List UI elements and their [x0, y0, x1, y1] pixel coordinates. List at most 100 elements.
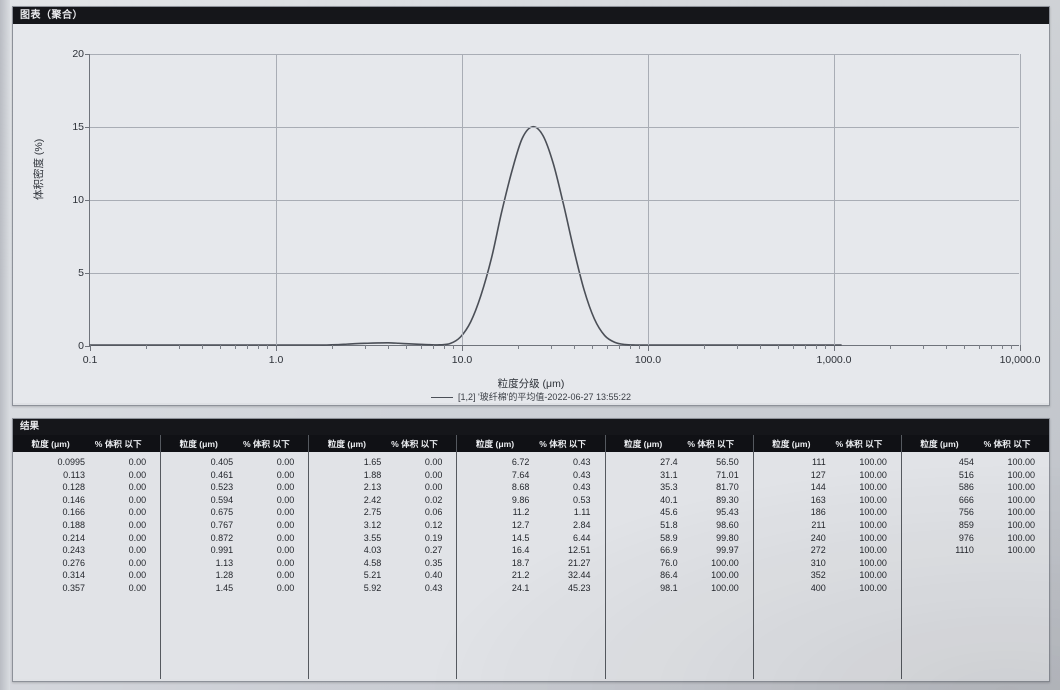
cell-percent: 0.35	[424, 557, 443, 568]
x-minor-tick	[257, 345, 259, 349]
table-row: 272 100.00	[754, 544, 901, 557]
cell-percent: 100.00	[859, 469, 887, 480]
cell-percent: 0.53	[573, 494, 591, 505]
cell-percent: 0.00	[424, 469, 443, 480]
x-major-tick	[276, 345, 277, 351]
table-row: 111 100.00	[754, 456, 901, 469]
cell-percent: 95.43	[716, 507, 739, 518]
cell-percent: 12.51	[568, 545, 591, 556]
cell-size: 666	[958, 494, 974, 505]
x-minor-tick	[703, 345, 705, 349]
table-row: 16.4 12.51	[457, 544, 604, 557]
results-column-header-group-4: 粒度 (μm) % 体积 以下	[457, 435, 606, 452]
cell-percent: 0.00	[276, 557, 295, 568]
cell-percent: 71.01	[716, 469, 739, 480]
cell-percent: 100.00	[859, 494, 887, 505]
results-column-header-group-3: 粒度 (μm) % 体积 以下	[309, 435, 458, 452]
cell-size: 8.68	[511, 482, 530, 493]
x-major-tick	[648, 345, 649, 351]
cell-size: 35.3	[660, 482, 678, 493]
cell-percent: 0.43	[573, 469, 591, 480]
cell-size: 163	[810, 494, 826, 505]
x-major-tick	[90, 345, 91, 351]
table-row: 98.1 100.00	[606, 582, 753, 595]
cell-percent: 100.00	[1007, 482, 1035, 493]
cell-percent: 0.00	[276, 494, 295, 505]
table-row: 859 100.00	[902, 519, 1049, 532]
legend-label: [1,2] '玻纤棉'的平均值-2022-06-27 13:55:22	[457, 392, 632, 402]
x-minor-tick	[629, 345, 631, 349]
x-minor-tick	[364, 345, 366, 349]
x-gridline	[834, 54, 835, 345]
cell-percent: 45.23	[568, 582, 591, 593]
x-minor-tick	[453, 345, 455, 349]
x-minor-tick	[922, 345, 924, 349]
x-tick-label: 0.1	[82, 354, 98, 366]
cell-percent: 2.84	[573, 519, 591, 530]
x-minor-tick	[267, 345, 269, 349]
cell-percent: 32.44	[568, 570, 591, 581]
cell-size: 0.113	[63, 469, 86, 480]
table-row: 5.92 0.43	[309, 582, 456, 595]
table-row: 18.7 21.27	[457, 557, 604, 570]
cell-size: 1110	[955, 545, 974, 556]
x-minor-tick	[517, 345, 519, 349]
x-minor-tick	[759, 345, 761, 349]
x-minor-tick	[573, 345, 575, 349]
cell-percent: 0.00	[276, 519, 295, 530]
results-column-header-group-1: 粒度 (μm) % 体积 以下	[13, 435, 162, 452]
column-header-size: 粒度 (μm)	[327, 438, 367, 449]
cell-percent: 100.00	[1007, 545, 1035, 556]
x-minor-tick	[978, 345, 980, 349]
cell-size: 1.13	[215, 557, 234, 568]
cell-size: 0.276	[62, 557, 86, 568]
column-header-percent: % 体积 以下	[391, 438, 438, 449]
table-row: 0.214 0.00	[13, 532, 160, 545]
results-column-header-group-6: 粒度 (μm) % 体积 以下	[754, 435, 902, 452]
cell-size: 111	[812, 457, 826, 467]
y-tick-label: 10	[72, 194, 84, 206]
column-header-percent: % 体积 以下	[687, 438, 735, 449]
table-row: 0.128 0.00	[13, 481, 160, 494]
cell-size: 5.21	[363, 570, 382, 581]
cell-size: 0.357	[62, 582, 86, 593]
cell-percent: 100.00	[859, 545, 887, 556]
table-row: 666 100.00	[902, 494, 1049, 507]
x-tick-label: 1,000.0	[816, 354, 852, 366]
table-row: 1.88 0.00	[309, 469, 456, 482]
x-minor-tick	[1001, 345, 1003, 349]
cell-size: 58.9	[660, 532, 678, 543]
cell-percent: 100.00	[859, 582, 887, 593]
table-row: 66.9 99.97	[606, 544, 753, 557]
x-tick-label: 100.0	[634, 354, 662, 366]
table-row: 9.86 0.53	[457, 494, 604, 507]
cell-size: 976	[958, 532, 974, 543]
table-row: 0.188 0.00	[13, 519, 160, 532]
table-row: 0.461 0.00	[161, 469, 308, 482]
column-header-percent: % 体积 以下	[94, 438, 142, 449]
table-row: 0.314 0.00	[13, 569, 160, 582]
table-row: 21.2 32.44	[457, 569, 604, 582]
cell-size: 0.405	[210, 457, 234, 467]
cell-percent: 0.19	[424, 532, 443, 543]
x-gridline	[462, 54, 463, 345]
cell-size: 16.4	[511, 545, 530, 556]
cell-percent: 0.00	[128, 532, 147, 543]
y-tick-label: 0	[78, 340, 84, 352]
table-row: 0.146 0.00	[13, 494, 160, 507]
x-minor-tick	[736, 345, 738, 349]
cell-size: 0.594	[210, 494, 234, 505]
cell-size: 4.58	[363, 557, 382, 568]
x-tick-label: 10.0	[451, 354, 473, 366]
table-row: 2.13 0.00	[309, 481, 456, 494]
legend-line-swatch	[430, 397, 453, 399]
cell-size: 0.675	[210, 507, 234, 518]
cell-percent: 100.00	[1007, 532, 1035, 543]
x-gridline	[648, 54, 649, 345]
cell-percent: 56.50	[716, 457, 739, 467]
table-row: 976 100.00	[902, 532, 1049, 545]
cell-size: 310	[810, 557, 826, 568]
cell-size: 40.1	[660, 494, 678, 505]
table-row: 0.675 0.00	[161, 506, 308, 519]
column-header-size: 粒度 (μm)	[31, 438, 70, 449]
